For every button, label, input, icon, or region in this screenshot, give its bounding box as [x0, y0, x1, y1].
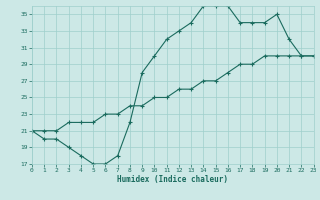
X-axis label: Humidex (Indice chaleur): Humidex (Indice chaleur)	[117, 175, 228, 184]
